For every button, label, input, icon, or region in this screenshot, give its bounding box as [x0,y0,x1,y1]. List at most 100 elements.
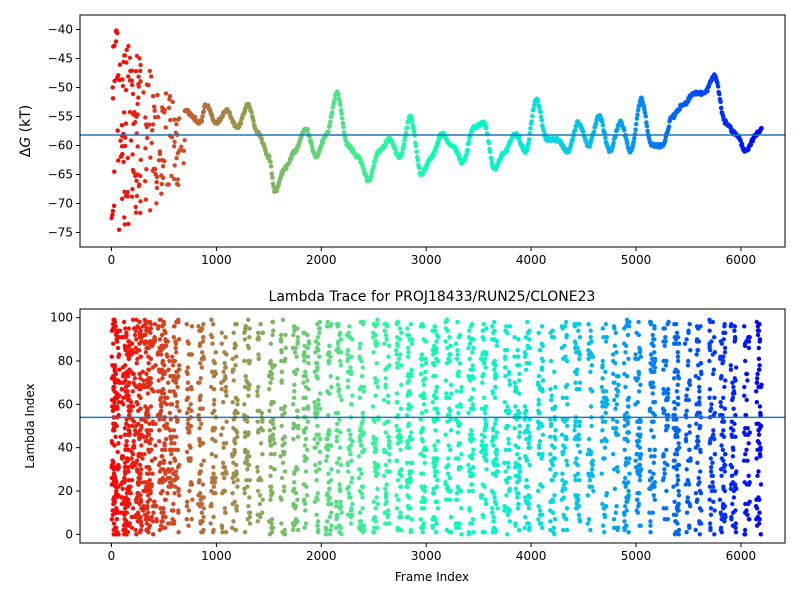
lambda-point [143,350,149,355]
lambda-point [406,389,412,394]
lambda-point [433,395,438,400]
lambda-point [504,348,510,353]
lambda-point [198,469,203,474]
lambda-point [430,491,436,496]
lambda-point [130,389,135,394]
lambda-point [683,436,689,442]
lambda-point [201,458,206,463]
lambda-point [124,421,129,426]
lambda-point [663,363,669,368]
lambda-point [386,443,392,448]
lambda-point [573,478,578,483]
lambda-point [291,395,297,400]
lambda-point [687,523,692,528]
lambda-point [685,363,691,368]
lambda-point [648,380,653,385]
lambda-point [301,380,306,385]
lambda-point [211,471,216,476]
lambda-point [394,352,399,357]
lambda-point [145,391,151,396]
lambda-point [512,380,517,385]
lambda-point [159,404,164,409]
lambda-point [562,343,567,348]
lambda-point [282,484,287,489]
lambda-point [687,423,692,429]
y-tick-label: −75 [48,226,73,240]
lambda-point [157,478,162,483]
lambda-point [717,356,723,361]
lambda-point [637,445,642,450]
lambda-point [432,458,438,463]
lambda-point [574,345,579,351]
lambda-point [337,330,343,335]
lambda-point [697,389,702,394]
lambda-point [418,517,423,522]
lambda-point [235,478,240,483]
lambda-point [684,432,689,437]
delta-g-point [119,123,125,128]
lambda-point [324,493,330,498]
lambda-point [434,484,439,489]
lambda-point [372,445,378,450]
lambda-point [483,497,488,502]
delta-g-point [117,62,123,67]
lambda-point [199,365,205,370]
lambda-point [173,345,178,351]
lambda-point [615,469,621,474]
lambda-point [723,378,728,383]
lambda-point [707,345,712,351]
lambda-point [409,367,414,372]
delta-g-point [160,164,166,169]
lambda-point [387,469,392,474]
lambda-point [129,478,135,483]
delta-g-point [181,161,186,166]
lambda-point [661,506,666,511]
lambda-point [260,510,265,515]
lambda-point [133,328,138,333]
lambda-point [146,361,151,366]
lambda-point [707,328,712,333]
lambda-point [469,436,474,442]
lambda-point [694,439,700,444]
lambda-point [382,449,387,455]
lambda-point [114,391,119,396]
lambda-point [733,525,738,530]
lambda-point [112,400,117,405]
lambda-point [650,391,655,396]
lambda-point [684,393,689,398]
lambda-point [144,488,149,494]
lambda-point [524,478,529,483]
lambda-point [648,523,653,528]
lambda-point [399,473,404,478]
lambda-point [158,395,163,400]
delta-g-point [639,95,645,101]
lambda-point [707,441,713,446]
lambda-point [422,376,428,381]
lambda-point [722,406,727,411]
delta-g-point [146,83,151,88]
lambda-point [350,439,355,444]
lambda-point [672,369,677,374]
lambda-point [146,376,151,381]
lambda-point [718,510,723,515]
lambda-point [122,426,128,431]
lambda-point [373,473,379,478]
lambda-point [710,319,716,325]
lambda-point [671,426,676,431]
lambda-point [255,408,260,413]
lambda-point [601,523,606,528]
delta-g-point [392,146,398,151]
lambda-point [548,387,553,392]
lambda-point [384,482,389,487]
lambda-point [125,456,130,461]
y-tick-label: 40 [58,441,73,455]
lambda-point [160,488,165,494]
lambda-point [348,432,353,437]
lambda-point [357,395,363,400]
lambda-point [126,478,131,483]
lambda-point [360,495,365,500]
lambda-point [406,332,412,338]
delta-g-point [635,107,641,113]
lambda-point [421,391,426,396]
